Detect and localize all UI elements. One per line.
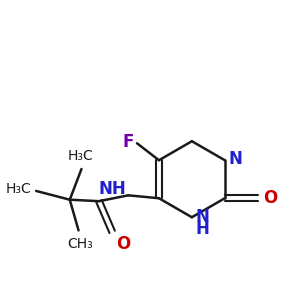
Text: F: F (122, 133, 134, 151)
Text: NH: NH (98, 180, 126, 198)
Text: CH₃: CH₃ (67, 237, 93, 251)
Text: N: N (228, 150, 242, 168)
Text: H₃C: H₃C (67, 148, 93, 163)
Text: O: O (263, 189, 277, 207)
Text: H: H (195, 220, 209, 238)
Text: H₃C: H₃C (6, 182, 32, 197)
Text: N: N (195, 208, 209, 226)
Text: O: O (117, 235, 131, 253)
